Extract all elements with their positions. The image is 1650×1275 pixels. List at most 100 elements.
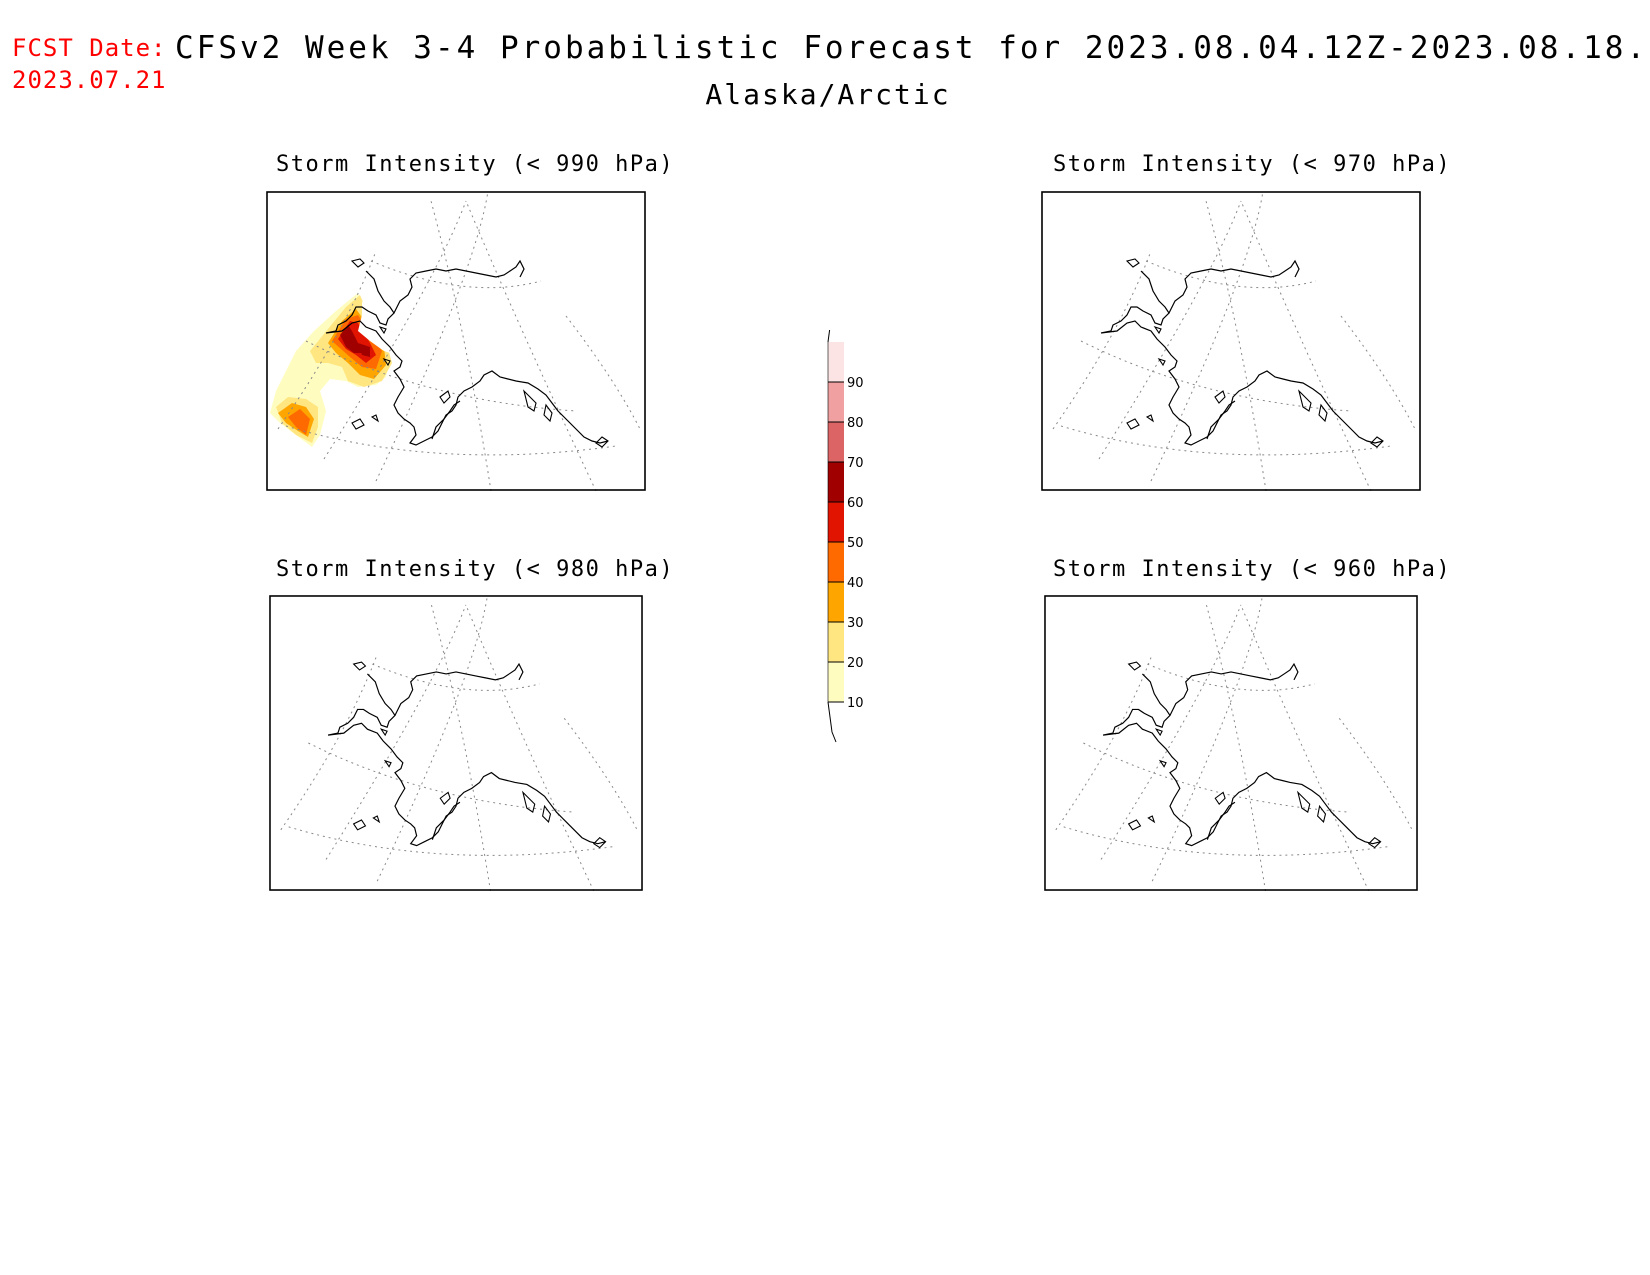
map-background [1041, 191, 1421, 491]
island-outline [351, 418, 365, 430]
graticule-line [323, 200, 467, 460]
panel-title-970: Storm Intensity (< 970 hPa) [1053, 152, 1452, 177]
island-outline [352, 661, 367, 671]
graticule-line [1151, 595, 1263, 882]
island-outline [542, 804, 552, 823]
colorbar-segment [828, 622, 844, 662]
island-outline [350, 258, 365, 268]
map-background [269, 595, 643, 891]
coastline [1206, 400, 1236, 440]
graticule-line [1098, 200, 1242, 460]
island-outline [521, 790, 536, 813]
island-outline [352, 819, 367, 831]
probability-colorbar: 10 20 30 40 50 60 70 80 90 [827, 330, 864, 743]
island-outline [1153, 325, 1162, 335]
map-frame [1041, 191, 1421, 491]
coastline [1100, 270, 1384, 446]
colorbar-segment [828, 422, 844, 462]
colorbar-tick-label: 50 [847, 536, 864, 551]
island-outline [1214, 390, 1226, 404]
island-outline [1145, 414, 1155, 423]
graticule-line [1240, 604, 1370, 891]
panel-title-990: Storm Intensity (< 990 hPa) [276, 152, 675, 177]
colorbar-segment [828, 342, 844, 382]
island-outline [1214, 791, 1226, 806]
colorbar-segment [828, 382, 844, 422]
map-frame [1044, 595, 1418, 891]
probability-contour [288, 409, 310, 435]
graticule-line [375, 191, 489, 482]
island-outline [1318, 403, 1328, 423]
coastline [431, 801, 461, 840]
no-data-area [358, 301, 396, 355]
probability-contour [358, 343, 370, 357]
island-outline [1317, 804, 1327, 823]
graticule-line [1150, 191, 1264, 482]
coastline [327, 673, 606, 847]
island-outline [1125, 258, 1140, 268]
island-outline [1147, 815, 1156, 824]
map-background [1044, 595, 1418, 891]
map-panel-980 [269, 595, 643, 891]
graticule-line [465, 200, 597, 491]
colorbar-top-arrow [827, 330, 831, 343]
coastline [1206, 801, 1236, 840]
coastline [1169, 662, 1299, 716]
island-outline [1157, 357, 1166, 367]
coastline [393, 259, 525, 314]
colorbar-segment [828, 462, 844, 502]
map-panel-970 [1041, 191, 1421, 491]
island-outline [439, 390, 451, 404]
main-title: CFSv2 Week 3-4 Probabilistic Forecast fo… [175, 30, 1650, 66]
coastline [394, 662, 524, 716]
panel-title-980: Storm Intensity (< 980 hPa) [276, 557, 675, 582]
island-outline [370, 414, 380, 423]
coastline [431, 400, 461, 440]
island-outline [1367, 837, 1382, 849]
colorbar-segment [828, 582, 844, 622]
island-outline [1127, 819, 1142, 831]
colorbar-tick-label: 20 [847, 656, 864, 671]
map-frame [269, 595, 643, 891]
graticule-line [325, 604, 467, 860]
island-outline [372, 815, 381, 824]
island-outline [383, 759, 392, 768]
coastline [325, 270, 609, 446]
map-panel-990 [266, 191, 646, 491]
colorbar-tick-label: 30 [847, 616, 864, 631]
graticule-line [1240, 200, 1372, 491]
map-frame [266, 191, 646, 491]
colorbar-tick-label: 60 [847, 496, 864, 511]
colorbar-segment [828, 662, 844, 702]
colorbar-bottom-arrow [827, 701, 837, 743]
fcst-date-value: 2023.07.21 [12, 66, 167, 94]
colorbar-tick-label: 40 [847, 576, 864, 591]
colorbar-segment [828, 502, 844, 542]
graticule-line [465, 604, 595, 891]
island-outline [543, 403, 553, 423]
graticule-line [1100, 604, 1242, 860]
island-outline [1158, 759, 1167, 768]
island-outline [382, 357, 391, 367]
colorbar-tick-label: 10 [847, 696, 864, 711]
colorbar-segment [828, 542, 844, 582]
island-outline [379, 728, 388, 737]
probability-contour [340, 325, 362, 353]
coastline [1168, 259, 1300, 314]
colorbar-tick-label: 90 [847, 376, 864, 391]
island-outline [592, 837, 607, 849]
island-outline [522, 389, 537, 412]
island-outline [1126, 418, 1140, 430]
fcst-date-label: FCST Date: [12, 34, 167, 62]
island-outline [439, 791, 451, 806]
panel-title-960: Storm Intensity (< 960 hPa) [1053, 557, 1452, 582]
region-subtitle: Alaska/Arctic [0, 78, 1650, 111]
region-label: Alaska/Arctic [705, 78, 951, 111]
colorbar-tick-label: 80 [847, 416, 864, 431]
island-outline [595, 436, 609, 448]
island-outline [1154, 728, 1163, 737]
graticule-line [376, 595, 488, 882]
colorbar-tick-label: 70 [847, 456, 864, 471]
island-outline [1296, 790, 1311, 813]
island-outline [1297, 389, 1312, 412]
